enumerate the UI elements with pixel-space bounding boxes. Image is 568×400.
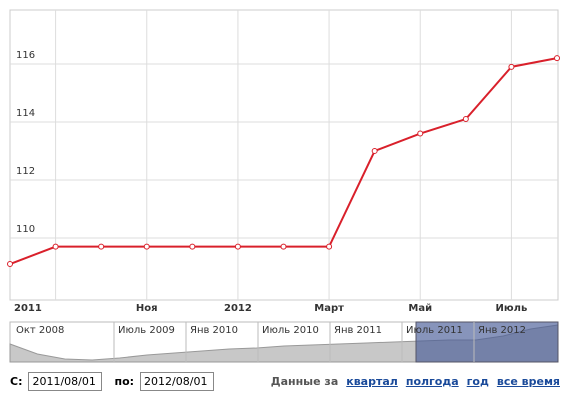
point xyxy=(189,243,196,250)
point xyxy=(7,261,13,268)
to-input[interactable]: 2012/08/01 xyxy=(140,372,215,391)
point xyxy=(98,243,105,250)
period-link[interactable]: квартал xyxy=(346,375,398,388)
nav-label: Окт 2008 xyxy=(16,325,64,336)
controls: С: 2011/08/01 по: 2012/08/01 Данные за к… xyxy=(10,372,560,391)
period-label: Данные за xyxy=(270,375,339,388)
point xyxy=(234,243,241,250)
x-tick-label: 2011 xyxy=(14,303,42,314)
period-link[interactable]: все время xyxy=(496,375,560,388)
point xyxy=(143,243,150,250)
point xyxy=(371,147,378,154)
y-tick-label: 116 xyxy=(16,50,35,61)
x-tick-label: Май xyxy=(408,303,432,314)
nav-label: Янв 2010 xyxy=(190,325,238,336)
from-input[interactable]: 2011/08/01 xyxy=(28,372,103,391)
selection xyxy=(415,321,559,363)
point xyxy=(554,55,560,62)
period-link[interactable]: полгода xyxy=(405,375,459,388)
point xyxy=(462,116,469,123)
point xyxy=(417,130,424,137)
x-tick-label: Июль xyxy=(496,303,528,314)
x-tick-label: Ноя xyxy=(136,303,158,314)
from-label: С: xyxy=(10,375,23,388)
y-tick-label: 112 xyxy=(16,166,35,177)
period-link[interactable]: год xyxy=(466,375,489,388)
chart: 110 112 114 116 2011 Ноя 2012 Март Май Июль Окт 20… xyxy=(7,9,560,363)
nav-label: Янв 2011 xyxy=(334,325,382,336)
point xyxy=(280,243,287,250)
plot-area xyxy=(9,9,559,301)
point xyxy=(326,243,333,250)
nav-label: Июль 2010 xyxy=(262,325,319,336)
nav-label: Июль 2011 xyxy=(406,325,463,336)
to-label: по: xyxy=(114,375,135,388)
y-tick-label: 110 xyxy=(16,224,35,235)
x-tick-label: Март xyxy=(314,303,344,314)
nav-label: Июль 2009 xyxy=(118,325,175,336)
nav-label: Янв 2012 xyxy=(478,325,526,336)
y-tick-label: 114 xyxy=(16,108,35,119)
x-tick-label: 2012 xyxy=(224,303,252,314)
point xyxy=(52,243,59,250)
point xyxy=(508,63,515,70)
